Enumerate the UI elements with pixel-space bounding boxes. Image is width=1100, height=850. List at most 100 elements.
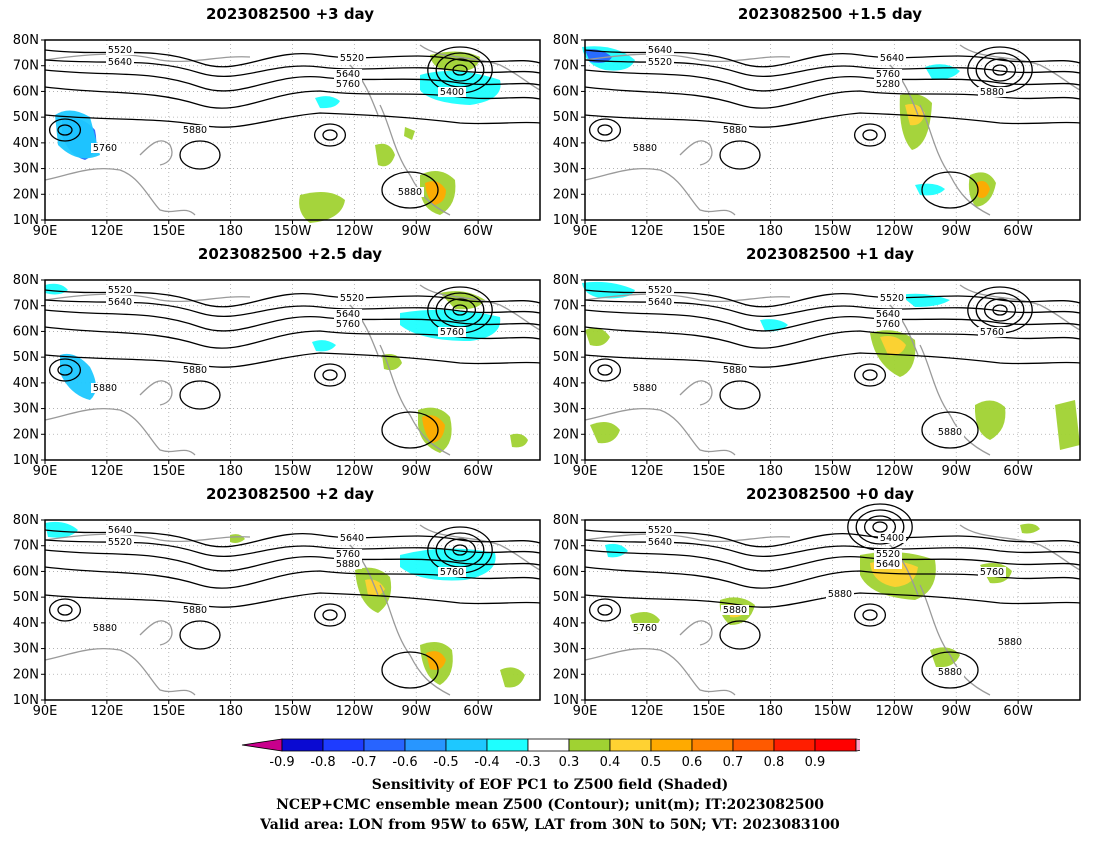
contour-label-bg bbox=[106, 57, 134, 67]
contour-label-bg bbox=[874, 559, 902, 569]
z500-contour bbox=[597, 604, 613, 616]
sensitivity-shading bbox=[404, 127, 415, 140]
lat-tick-label: 60N bbox=[13, 84, 39, 99]
sensitivity-shading bbox=[45, 521, 78, 538]
colorbar-swatch bbox=[691, 738, 734, 752]
lat-tick-label: 40N bbox=[13, 136, 39, 151]
contour-label: 5520 bbox=[648, 285, 672, 296]
lon-tick-label: 150W bbox=[814, 464, 852, 479]
coastline bbox=[679, 380, 713, 406]
contour-label: 5640 bbox=[880, 53, 904, 64]
coastline bbox=[44, 408, 196, 456]
z500-contour bbox=[584, 549, 1081, 572]
lat-tick-label: 50N bbox=[13, 110, 39, 125]
sensitivity-shading bbox=[500, 667, 525, 688]
z500-contour bbox=[719, 620, 761, 650]
z500-contour bbox=[48, 358, 82, 382]
lon-tick-label: 90W bbox=[942, 464, 972, 479]
contour-label-bg bbox=[438, 567, 466, 577]
colorbar-label: -0.6 bbox=[392, 755, 417, 770]
contour-label-bg bbox=[874, 79, 902, 89]
lon-tick-label: 90E bbox=[33, 464, 58, 479]
z500-contour bbox=[57, 124, 73, 136]
z500-contour bbox=[983, 58, 1017, 82]
coastline bbox=[44, 53, 251, 63]
lon-tick-label: 150W bbox=[274, 464, 312, 479]
z500-contour bbox=[853, 363, 887, 387]
z500-contour bbox=[872, 521, 888, 533]
z500-contour bbox=[452, 304, 468, 316]
sensitivity-shading bbox=[760, 319, 788, 332]
coastline bbox=[919, 104, 991, 216]
sensitivity-shading bbox=[585, 327, 610, 346]
lon-tick-label: 90E bbox=[33, 704, 58, 719]
contour-label-bg bbox=[181, 365, 209, 375]
lat-tick-label: 10N bbox=[13, 453, 39, 468]
contour-label: 5880 bbox=[93, 623, 117, 634]
contour-label-bg bbox=[936, 427, 964, 437]
contour-label: 5400 bbox=[440, 87, 464, 98]
lon-tick-label: 60W bbox=[463, 704, 493, 719]
contour-label: 5520 bbox=[648, 57, 672, 68]
lon-tick-label: 150E bbox=[692, 704, 725, 719]
z500-contour bbox=[322, 369, 338, 381]
z500-contour bbox=[588, 598, 622, 622]
z500-contour bbox=[44, 59, 541, 77]
contour-label-bg bbox=[721, 605, 749, 615]
lat-tick-label: 10N bbox=[13, 693, 39, 708]
lon-tick-label: 120E bbox=[630, 704, 663, 719]
caption-line-2: NCEP+CMC ensemble mean Z500 (Contour); u… bbox=[276, 797, 824, 813]
lat-tick-label: 80N bbox=[13, 273, 39, 288]
z500-contour bbox=[719, 380, 761, 410]
lon-tick-label: 90W bbox=[942, 224, 972, 239]
contour-label: 5760 bbox=[440, 567, 464, 578]
contour-label-bg bbox=[978, 567, 1006, 577]
coastline bbox=[584, 408, 736, 456]
contour-label-bg bbox=[646, 57, 674, 67]
contour-label: 5880 bbox=[183, 365, 207, 376]
z500-contour bbox=[584, 539, 1081, 557]
z500-contour bbox=[381, 171, 439, 209]
z500-contour bbox=[584, 59, 1081, 77]
contour-label: 5760 bbox=[876, 69, 900, 80]
lat-tick-label: 30N bbox=[13, 402, 39, 417]
z500-contour bbox=[44, 352, 541, 368]
lon-tick-label: 150W bbox=[814, 704, 852, 719]
colorbar-swatch bbox=[814, 738, 857, 752]
contour-label-bg bbox=[646, 525, 674, 535]
contour-label-bg bbox=[878, 293, 906, 303]
contour-label: 5400 bbox=[880, 533, 904, 544]
contour-label-bg bbox=[91, 383, 119, 393]
lat-tick-label: 20N bbox=[13, 427, 39, 442]
contour-label: 5640 bbox=[648, 297, 672, 308]
colorbar-swatch bbox=[281, 738, 324, 752]
contour-label-bg bbox=[181, 605, 209, 615]
panel-title: 2023082500 +0 day bbox=[746, 485, 914, 503]
coastline bbox=[44, 533, 251, 543]
lon-tick-label: 120E bbox=[90, 704, 123, 719]
colorbar-label: 0.6 bbox=[682, 755, 703, 770]
sensitivity-shading bbox=[510, 433, 528, 448]
contour-label: 5880 bbox=[183, 605, 207, 616]
lon-tick-label: 120W bbox=[876, 464, 914, 479]
z500-contour bbox=[992, 304, 1008, 316]
colorbar-swatch bbox=[363, 738, 406, 752]
contour-label: 5520 bbox=[880, 293, 904, 304]
sensitivity-shading bbox=[880, 336, 906, 356]
coastline bbox=[584, 533, 791, 543]
contour-label-bg bbox=[646, 297, 674, 307]
lat-tick-label: 20N bbox=[553, 667, 579, 682]
lat-tick-label: 40N bbox=[13, 376, 39, 391]
sensitivity-shading bbox=[425, 181, 446, 205]
contour-label: 5280 bbox=[876, 79, 900, 90]
sensitivity-shading bbox=[590, 421, 620, 444]
lat-tick-label: 70N bbox=[13, 299, 39, 314]
z500-contour bbox=[179, 140, 221, 170]
colorbar-swatch bbox=[486, 738, 529, 752]
sensitivity-shading bbox=[605, 543, 628, 558]
colorbar-label: 0.3 bbox=[559, 755, 580, 770]
z500-contour bbox=[44, 309, 541, 332]
